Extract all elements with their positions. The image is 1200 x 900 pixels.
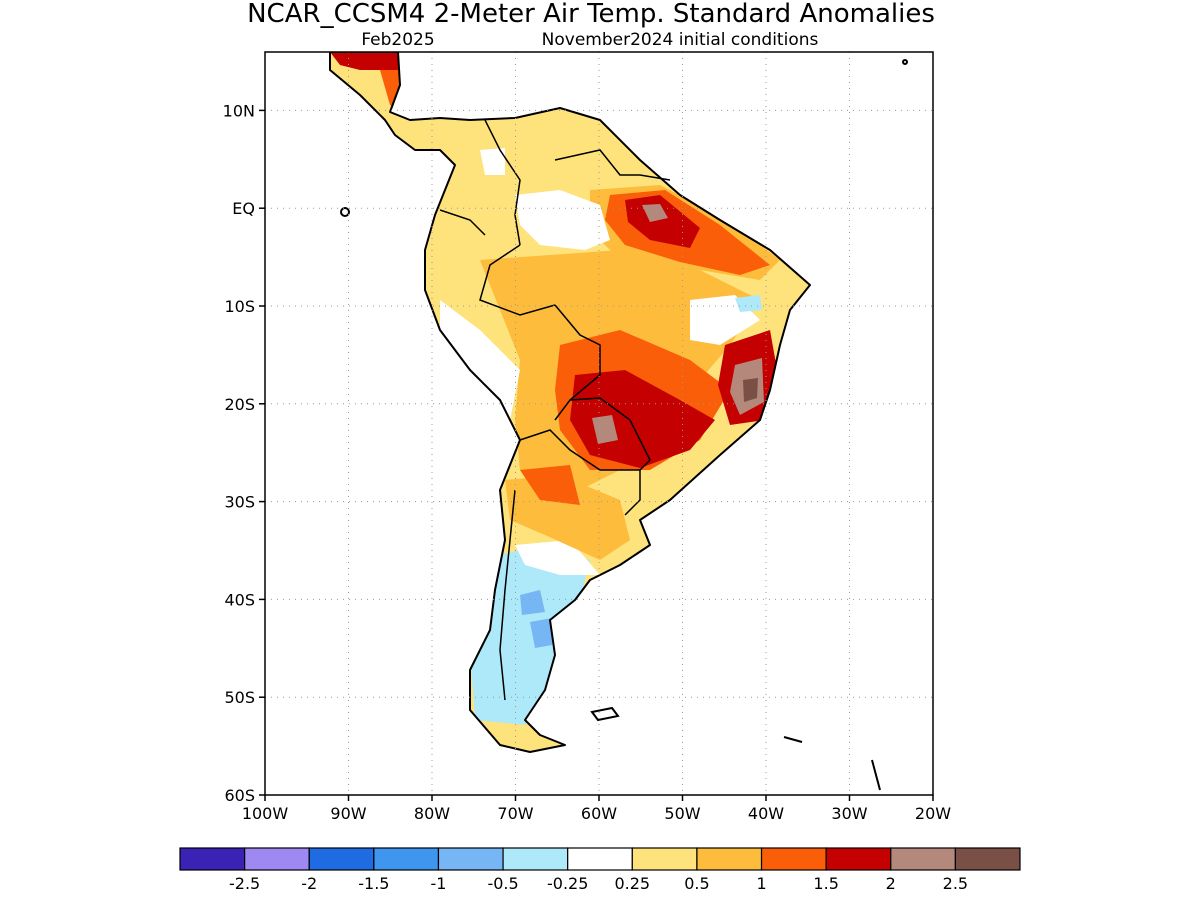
anomaly-region-mexico: [330, 52, 398, 70]
colorbar-label: 0.25: [614, 874, 650, 893]
colorbar-swatch: [179, 847, 246, 871]
colorbar-swatch: [825, 847, 892, 871]
colorbar-swatch: [244, 847, 310, 871]
atlantic-islet: [902, 59, 908, 65]
initial-conditions-label: November2024 initial conditions: [542, 30, 819, 50]
south-georgia-island: [783, 736, 803, 743]
lat-tick-label: 10S: [224, 297, 255, 316]
neutral-region-colombia: [480, 148, 505, 175]
lon-tick-label: 40W: [748, 804, 784, 823]
lat-tick-label: 10N: [223, 101, 255, 120]
colorbar-swatch: [437, 847, 504, 871]
longitude-axis: 100W 90W 80W 70W 60W 50W 40W 30W 20W: [242, 795, 951, 823]
colorbar-swatch: [631, 847, 698, 871]
anomaly-region-east-max: [743, 378, 758, 402]
colorbar-swatch: [308, 847, 375, 871]
colorbar-swatch: [696, 847, 763, 871]
colorbar: -2.5 -2 -1.5 -1 -0.5 -0.25 0.25 0.5 1 1.5 2 2.5: [179, 847, 1021, 893]
latitude-axis: 10N EQ 10S 20S 30S 40S 50S 60S: [223, 101, 265, 805]
colorbar-swatch: [567, 847, 633, 871]
border-bolivia: [554, 304, 601, 421]
border-paraguay: [569, 397, 651, 471]
map-title: NCAR_CCSM4 2-Meter Air Temp. Standard An…: [247, 0, 935, 29]
colorbar-label: -2.5: [229, 874, 260, 893]
lon-tick-label: 80W: [414, 804, 450, 823]
cool-region-patagonia-b: [530, 618, 552, 648]
colorbar-label: 0.5: [684, 874, 709, 893]
lat-tick-label: 40S: [224, 590, 255, 609]
colorbar-label: -1.5: [358, 874, 389, 893]
lat-tick-label: 60S: [224, 786, 255, 805]
border-ecuador: [439, 209, 486, 236]
lon-tick-label: 90W: [330, 804, 366, 823]
falkland-islands: [590, 706, 620, 722]
colorbar-swatch: [373, 847, 440, 871]
islands: [340, 59, 908, 791]
colorbar-label: 2.5: [943, 874, 968, 893]
lat-tick-label: 30S: [224, 493, 255, 512]
lat-tick-label: 20S: [224, 395, 255, 414]
border-guianas: [554, 149, 671, 181]
colorbar-swatch: [890, 847, 956, 871]
neutral-region-amazon: [515, 190, 610, 250]
colorbar-label: -0.25: [547, 874, 588, 893]
lon-tick-label: 100W: [242, 804, 289, 823]
border-chile-argentina: [499, 489, 516, 701]
border-argentina: [519, 429, 641, 516]
neutral-region-pacific-coast: [440, 300, 520, 420]
lon-tick-label: 20W: [915, 804, 951, 823]
anomaly-region-argentina-strong: [520, 465, 580, 505]
lon-tick-label: 30W: [831, 804, 867, 823]
border-colombia: [484, 119, 521, 246]
cool-region-patagonia-a: [520, 590, 545, 615]
colorbar-label: -2: [301, 874, 317, 893]
colorbar-swatch: [502, 847, 569, 871]
colorbar-label: 2: [886, 874, 896, 893]
colorbar-label: 1.5: [813, 874, 838, 893]
border-peru-brazil: [479, 244, 556, 316]
colorbar-swatch: [760, 847, 827, 871]
valid-month-label: Feb2025: [361, 30, 434, 50]
colorbar-label: 1: [756, 874, 766, 893]
coastline: [329, 52, 811, 753]
country-borders: [439, 119, 671, 701]
lon-tick-label: 60W: [581, 804, 617, 823]
lon-tick-label: 70W: [497, 804, 533, 823]
colorbar-label: -1: [430, 874, 446, 893]
lat-tick-label: EQ: [232, 199, 255, 218]
galapagos-islands: [340, 207, 350, 217]
cool-region-patagonia: [470, 545, 590, 725]
colorbar-label: -0.5: [487, 874, 518, 893]
lat-tick-label: 50S: [224, 688, 255, 707]
lon-tick-label: 50W: [664, 804, 700, 823]
anomaly-region-south-core: [570, 370, 715, 468]
south-sandwich-islands: [871, 759, 881, 791]
neutral-region-pampas: [515, 540, 600, 575]
cool-region-northeast: [735, 295, 762, 312]
colorbar-swatch: [954, 847, 1021, 871]
